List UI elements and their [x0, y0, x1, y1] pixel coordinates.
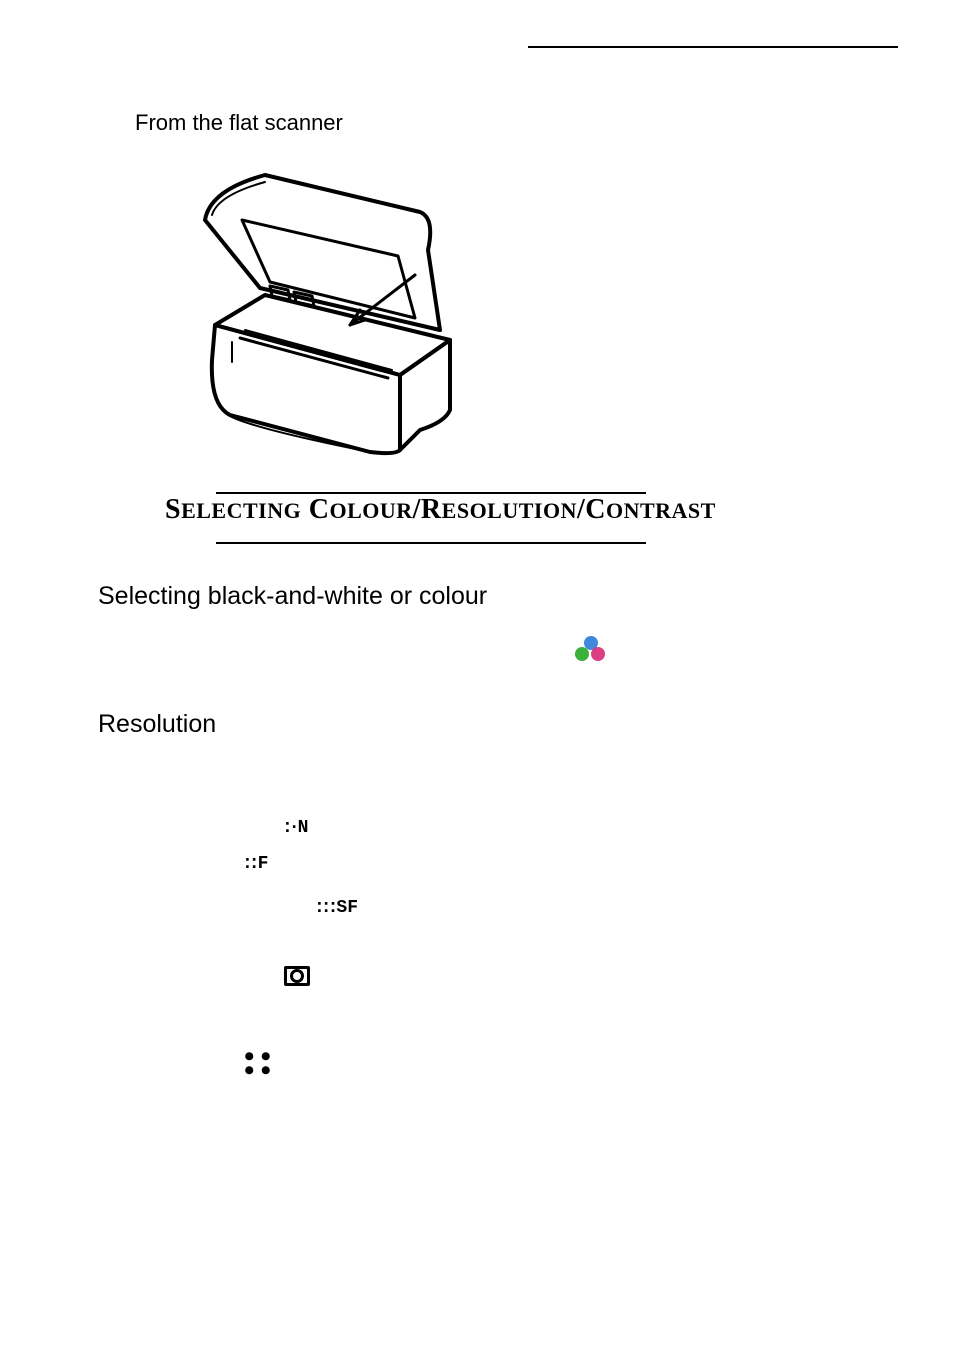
- top-border-rule: [528, 46, 898, 48]
- resolution-fine-icon: ::F: [242, 854, 268, 874]
- resolution-fourdots-icon: •• ••: [244, 1050, 277, 1078]
- section-part: /C: [577, 494, 606, 525]
- section-part: C: [301, 494, 329, 525]
- resolution-label: N: [298, 818, 309, 838]
- photo-icon: [284, 966, 310, 986]
- section-part: ESOLUTION: [442, 498, 577, 523]
- heading-bw-colour: Selecting black-and-white or colour: [98, 582, 487, 611]
- colour-icon: [575, 636, 605, 662]
- heading-flat-scanner: From the flat scanner: [135, 110, 343, 136]
- dots-icon: :::: [314, 898, 334, 918]
- resolution-photo-icon: [284, 966, 310, 987]
- scanner-svg: [170, 160, 480, 460]
- heading-resolution: Resolution: [98, 710, 216, 739]
- scanner-illustration: [170, 160, 480, 460]
- page: From the flat scanner: [0, 0, 954, 1350]
- dots-icon: :·: [282, 818, 296, 838]
- section-part: S: [165, 494, 181, 525]
- resolution-label: F: [258, 854, 269, 874]
- section-part: OLOUR: [329, 498, 412, 523]
- colour-dot-pink: [591, 647, 605, 661]
- dots-icon: ::: [242, 854, 256, 874]
- section-rule-bottom: [216, 542, 646, 544]
- resolution-superfine-icon: :::SF: [314, 898, 358, 918]
- section-part: ELECTING: [181, 498, 301, 523]
- section-heading: SELECTING COLOUR/RESOLUTION/CONTRAST: [165, 494, 716, 526]
- colour-dot-green: [575, 647, 589, 661]
- dots-row: ••: [244, 1064, 277, 1078]
- section-part: ONTRAST: [606, 498, 716, 523]
- resolution-label: SF: [336, 898, 358, 918]
- resolution-normal-icon: :·N: [282, 818, 308, 838]
- section-part: /R: [413, 494, 442, 525]
